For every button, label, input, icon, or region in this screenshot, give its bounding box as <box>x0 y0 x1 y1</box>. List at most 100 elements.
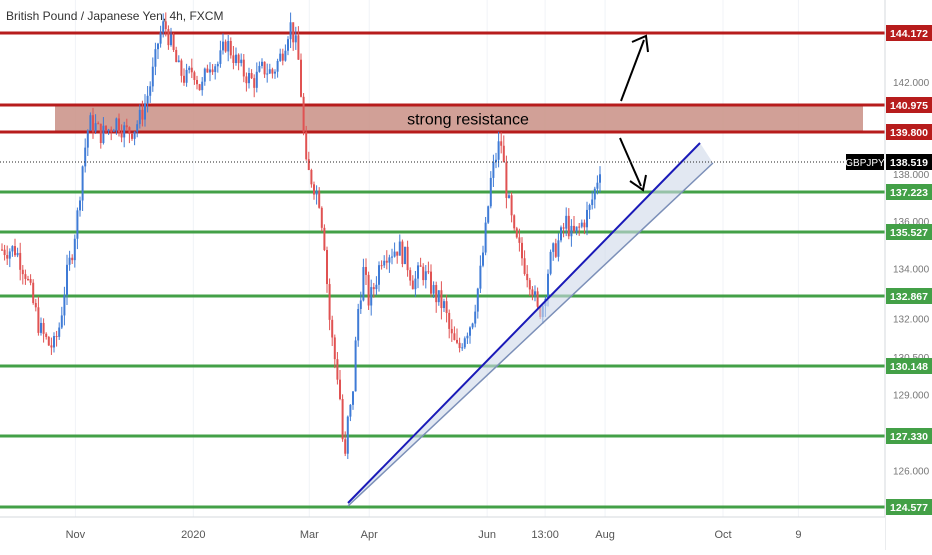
candle-body <box>261 61 263 66</box>
candle-body <box>375 284 378 290</box>
candle-body <box>333 337 336 360</box>
candle-body <box>102 125 105 143</box>
candle-body <box>404 246 406 265</box>
level-price-tag[interactable] <box>886 25 932 41</box>
candle-body <box>580 222 583 227</box>
candle-body <box>583 222 586 228</box>
candle-body <box>224 41 227 52</box>
candle-body <box>40 322 42 333</box>
level-price-tag[interactable] <box>886 499 932 515</box>
candle-body <box>219 50 222 64</box>
candle-body <box>131 133 133 139</box>
candle-body <box>266 73 269 75</box>
candle-body <box>469 327 471 336</box>
candle-body <box>203 68 206 82</box>
arrow-down-head[interactable] <box>629 174 647 192</box>
level-price-label: 132.867 <box>890 291 928 303</box>
candle-body <box>21 269 24 275</box>
x-tick-label: Nov <box>66 529 86 541</box>
candle-body <box>58 327 61 337</box>
candle-body <box>110 129 113 132</box>
candle-body <box>417 265 419 279</box>
candle-body <box>11 246 14 252</box>
candle-body <box>495 159 497 163</box>
candle-body <box>484 222 487 253</box>
candle-body <box>310 169 313 185</box>
candle-body <box>359 300 362 309</box>
candle-body <box>84 147 87 167</box>
y-tick-label: 136.000 <box>893 217 930 228</box>
trendline-upper[interactable] <box>347 142 701 504</box>
candle-body <box>593 188 596 200</box>
level-price-tag[interactable] <box>886 224 932 240</box>
level-price-tag[interactable] <box>886 428 932 444</box>
level-price-tag[interactable] <box>886 358 932 374</box>
resistance-zone[interactable]: strong resistance <box>55 105 863 132</box>
candle-body <box>268 69 271 74</box>
resistance-zone-box[interactable] <box>55 105 863 132</box>
candle-body <box>162 21 165 33</box>
candle-body <box>450 328 453 334</box>
price-axis[interactable] <box>885 0 932 550</box>
candle-body <box>73 238 76 261</box>
candle-body <box>346 416 349 454</box>
candle-body <box>235 54 237 64</box>
candle-body <box>19 252 22 270</box>
candle-body <box>565 215 568 229</box>
candle-body <box>456 339 458 343</box>
last-price-label: 138.519 <box>890 157 928 169</box>
candle-body <box>380 265 383 267</box>
level-price-tag[interactable] <box>886 124 932 140</box>
candle-body <box>370 287 373 306</box>
candle-body <box>1 249 3 251</box>
candle-body <box>383 260 386 266</box>
arrow-up-line[interactable] <box>620 39 645 102</box>
candle-body <box>357 308 360 341</box>
candle-body <box>510 195 513 216</box>
arrow-up-head[interactable] <box>631 34 649 53</box>
candle-body <box>362 267 365 301</box>
candle-body <box>292 22 295 43</box>
candle-body <box>183 75 185 83</box>
x-tick-label: Oct <box>714 529 731 541</box>
candle-body <box>294 35 297 43</box>
candle-body <box>419 265 422 267</box>
candle-body <box>528 280 531 290</box>
candle-body <box>92 115 94 132</box>
candle-body <box>487 206 490 223</box>
candle-body <box>302 96 305 133</box>
candle-body <box>32 282 35 304</box>
candle-body <box>229 40 232 56</box>
drawings[interactable] <box>0 34 885 507</box>
candle-body <box>354 340 357 392</box>
level-price-label: 135.527 <box>890 227 928 239</box>
level-price-tag[interactable] <box>886 184 932 200</box>
candle-body <box>388 257 391 263</box>
candle-body <box>50 345 53 348</box>
candle-body <box>3 249 6 256</box>
candle-body <box>562 227 565 229</box>
candle-body <box>151 66 154 87</box>
level-price-tag[interactable] <box>886 97 932 113</box>
candle-body <box>320 207 323 228</box>
candle-body <box>227 40 230 52</box>
candle-body <box>206 68 209 73</box>
candle-body <box>586 209 588 228</box>
candle-body <box>144 103 146 120</box>
candle-body <box>552 243 555 252</box>
candle-body <box>513 215 516 229</box>
candle-body <box>378 265 380 285</box>
candle-body <box>112 130 115 132</box>
x-tick-label: 13:00 <box>531 529 559 541</box>
candle-body <box>497 141 500 160</box>
level-price-tag[interactable] <box>886 288 932 304</box>
candle-body <box>344 439 347 454</box>
candle-body <box>372 287 375 290</box>
time-axis[interactable] <box>0 517 885 550</box>
candle-body <box>474 311 477 324</box>
trendline-lower[interactable] <box>347 162 714 507</box>
level-price-label: 140.975 <box>890 100 928 112</box>
